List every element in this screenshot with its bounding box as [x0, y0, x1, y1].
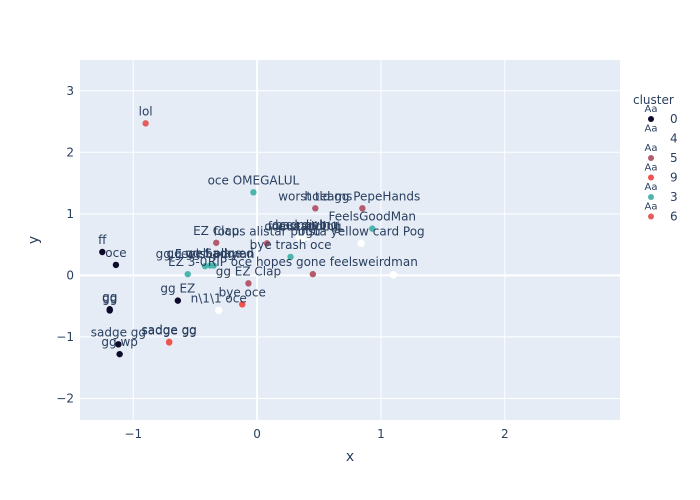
legend-marker-text: Aa [645, 143, 658, 154]
point-label: n\1\1 oce [191, 291, 247, 305]
point-label: ff [98, 233, 107, 247]
data-point [369, 225, 376, 232]
point-label: gg EZ Clap [216, 264, 281, 278]
x-tick-label: 0 [253, 427, 261, 441]
point-label: focus alistar pogu [213, 224, 320, 238]
legend-entry-label: 6 [670, 210, 678, 224]
point-label: bad diving [275, 218, 338, 232]
y-tick-label: 0 [66, 268, 74, 282]
point-label: gg Sadge [185, 247, 242, 261]
gridlines [80, 60, 620, 420]
legend: cluster Aa 0 Aa 4 Aa 5 Aa 9 Aa 3 Aa 6 [633, 93, 678, 224]
point-label: sadge gg [142, 323, 197, 337]
point-label: gg well played [166, 247, 253, 261]
data-point [359, 205, 366, 212]
legend-entry-label: 5 [670, 151, 678, 165]
x-tick-label: 1 [377, 427, 385, 441]
data-point [184, 270, 191, 278]
data-point [115, 341, 122, 348]
point-label: gg [102, 291, 117, 305]
legend-marker-text: Aa [645, 124, 658, 135]
y-tick-label: −1 [56, 330, 74, 344]
legend-entry-label: 0 [670, 112, 678, 126]
legend-marker-text: Aa [645, 182, 658, 193]
data-point [245, 280, 252, 287]
legend-marker [648, 135, 654, 142]
point-label: oce OMEGALUL [208, 173, 300, 187]
data-point [287, 253, 294, 261]
legend-entry-label: 3 [670, 190, 678, 204]
point-label: EZ Clap [193, 224, 239, 238]
y-tick-label: 1 [66, 207, 74, 221]
plot-area-background [80, 60, 620, 420]
data-point [312, 205, 319, 212]
point-label: bye trash oce [250, 238, 332, 252]
y-tick-label: 3 [66, 84, 74, 98]
x-axis-title: x [346, 449, 354, 465]
y-tick-label: 2 [66, 145, 74, 159]
data-point [213, 239, 220, 246]
legend-marker-text: Aa [645, 202, 658, 213]
legend-marker-text: Aa [645, 163, 658, 174]
point-label: bye oce [219, 285, 266, 299]
point-label: sadge gg [91, 325, 146, 339]
data-points [99, 120, 398, 358]
data-point [309, 270, 317, 278]
point-label: FeelsGoodMan [329, 210, 417, 224]
point-label: oce noob [272, 218, 327, 232]
y-tick-label: −2 [56, 391, 74, 405]
data-point [201, 262, 209, 270]
point-label: gg wp [101, 335, 137, 349]
data-point [165, 338, 173, 346]
x-tick-label: −1 [124, 427, 142, 441]
x-tick-label: 2 [501, 427, 509, 441]
point-label: gg [102, 290, 117, 304]
data-point [142, 120, 149, 127]
point-label: gg EZ [160, 282, 195, 296]
data-point [263, 240, 271, 247]
tick-labels: −1 0 1 2 −2 −1 0 1 2 3 [56, 84, 508, 441]
legend-marker [648, 213, 654, 220]
data-point [116, 350, 123, 358]
y-axis-title: y [26, 236, 42, 244]
legend-entry-label: 9 [670, 171, 678, 185]
point-label: focus ali LUL [268, 219, 344, 233]
legend-marker [648, 116, 654, 122]
data-point [106, 307, 113, 314]
point-label: sadge gg [142, 323, 197, 337]
data-point [206, 262, 214, 269]
data-point [239, 301, 246, 308]
data-point [174, 297, 182, 304]
data-point [357, 239, 365, 248]
point-label: oce standing [264, 219, 341, 233]
data-point [389, 271, 398, 279]
data-point [99, 248, 106, 256]
data-point [112, 261, 120, 269]
point-label: oce [105, 246, 126, 260]
point-label: insta yellow card Pog [298, 224, 425, 238]
data-point [250, 189, 257, 196]
legend-marker-text: Aa [645, 104, 658, 115]
data-point [302, 233, 311, 241]
legend-marker [648, 174, 654, 181]
legend-title: cluster [633, 93, 674, 107]
point-label: gg Feelsbadman [156, 247, 255, 261]
point-label: RIP oce hopes gone feelsweirdman [208, 255, 418, 269]
legend-entry-label: 4 [670, 132, 678, 146]
legend-marker [648, 194, 654, 200]
legend-marker [648, 155, 654, 161]
data-point [215, 306, 223, 315]
point-label: hold gg PepeHands [304, 189, 420, 203]
point-label: lol [139, 104, 153, 118]
point-label: worst teams [278, 189, 352, 203]
point-label: EZ 3-0 [168, 255, 207, 269]
